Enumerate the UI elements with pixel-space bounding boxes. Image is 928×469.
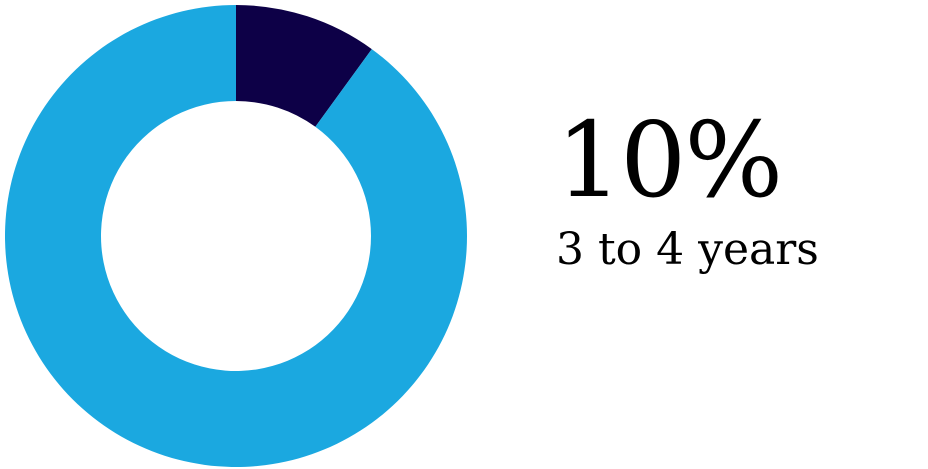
donut-chart: [4, 5, 467, 467]
stat-callout: 10% 3 to 4 years: [556, 108, 819, 278]
stat-value: 10%: [556, 99, 783, 221]
stat-label: 3 to 4 years: [556, 224, 819, 275]
donut-slice-1: [236, 5, 372, 127]
donut-slice-2: [4, 5, 467, 467]
